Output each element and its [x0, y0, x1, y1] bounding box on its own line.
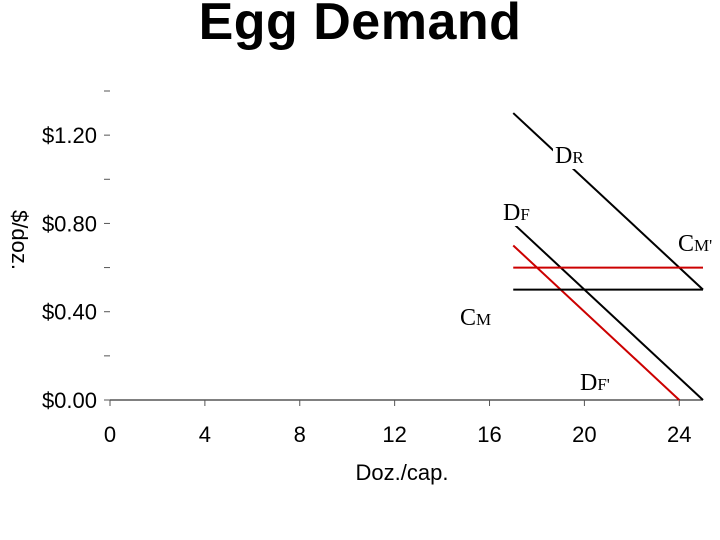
- series-label-main: C: [678, 231, 694, 257]
- series-label-main: C: [460, 305, 476, 331]
- series-label-cm-prime: CM': [678, 231, 712, 257]
- series-label-sub: R: [572, 148, 584, 167]
- chart-title: Egg Demand: [0, 0, 720, 52]
- series-label-df-prime: DF': [580, 370, 610, 396]
- x-tick-label: 16: [477, 422, 501, 447]
- series-label-main: D: [580, 370, 597, 396]
- chart-title-text: Egg Demand: [198, 0, 522, 51]
- series-label-cm: CM: [460, 305, 491, 331]
- y-axis-title: $/doz.: [7, 210, 32, 270]
- series-label-dr: DR: [555, 143, 584, 169]
- label-backing-dr: [553, 139, 605, 169]
- x-tick-label: 20: [572, 422, 596, 447]
- x-tick-label: 24: [667, 422, 691, 447]
- series-label-df: DF: [503, 200, 530, 226]
- y-tick-label: $0.80: [42, 211, 97, 236]
- series-line-df-prime: [512, 244, 680, 401]
- series-label-sub: F: [520, 205, 529, 224]
- series-label-sub: M: [476, 310, 491, 329]
- series-label-sub: F': [597, 375, 610, 394]
- label-backing-cm: [458, 301, 512, 331]
- y-tick-label: $1.20: [42, 123, 97, 148]
- series-label-main: D: [555, 143, 572, 169]
- label-backing-cm-prime: [676, 227, 720, 257]
- x-tick-label: 4: [199, 422, 211, 447]
- y-tick-label: $0.40: [42, 300, 97, 325]
- label-backing-df: [501, 196, 549, 226]
- series-label-main: D: [503, 200, 520, 226]
- label-backing-df-prime: [578, 366, 622, 396]
- x-axis-title: Doz./cap.: [356, 460, 449, 485]
- x-tick-label: 8: [294, 422, 306, 447]
- series-label-sub: M': [694, 236, 712, 255]
- x-tick-label: 12: [382, 422, 406, 447]
- x-tick-label: 0: [104, 422, 116, 447]
- series-line-df: [512, 222, 704, 401]
- series-line-dr: [512, 112, 704, 291]
- y-tick-label: $0.00: [42, 388, 97, 413]
